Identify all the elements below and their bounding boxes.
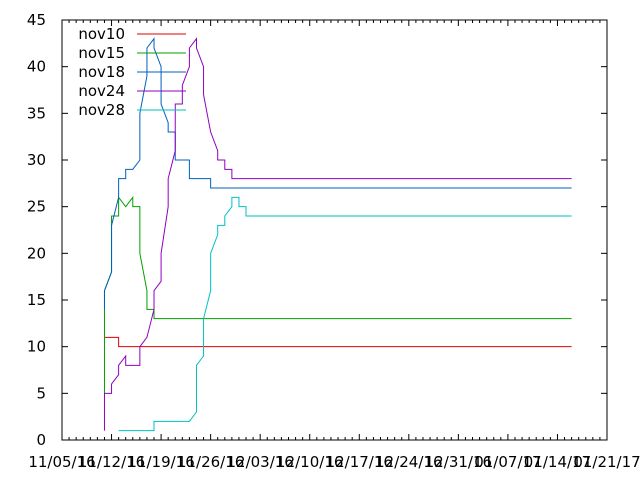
series-line-nov18: [103, 37, 572, 310]
y-tick-label: 15: [27, 291, 46, 309]
x-tick-label: 11/12/16: [78, 453, 145, 471]
x-tick-label: 01/21/17: [573, 453, 640, 471]
y-tick-label: 25: [27, 198, 46, 216]
plot-area: [61, 19, 608, 441]
x-tick-label: 12/24/16: [375, 453, 442, 471]
series-line-nov10: [104, 336, 572, 348]
y-tick-label: 40: [27, 58, 46, 76]
x-axis: 11/05/1611/12/1611/19/1611/26/1612/03/16…: [28, 20, 640, 471]
y-tick-label: 10: [27, 338, 46, 356]
series-line-nov15: [103, 195, 572, 394]
y-tick-label: 5: [36, 384, 46, 402]
series-line-nov24: [103, 37, 572, 431]
y-tick-label: 45: [27, 11, 46, 29]
x-tick-label: 01/07/17: [474, 453, 541, 471]
y-tick-label: 35: [27, 104, 46, 122]
legend-label-nov28: nov28: [78, 101, 125, 119]
y-tick-label: 0: [36, 431, 46, 449]
x-tick-label: 12/31/16: [425, 453, 492, 471]
x-tick-label: 12/17/16: [326, 453, 393, 471]
y-tick-label: 30: [27, 151, 46, 169]
x-tick-label: 11/05/16: [28, 453, 95, 471]
legend-label-nov18: nov18: [78, 63, 125, 81]
legend-label-nov15: nov15: [78, 44, 125, 62]
y-tick-label: 20: [27, 244, 46, 262]
x-tick-label: 12/03/16: [226, 453, 293, 471]
x-tick-label: 01/14/17: [524, 453, 591, 471]
x-tick-label: 11/26/16: [177, 453, 244, 471]
series-lines: [103, 37, 572, 432]
series-line-nov28: [118, 196, 572, 432]
legend-label-nov10: nov10: [78, 25, 125, 43]
x-tick-label: 12/10/16: [276, 453, 343, 471]
x-tick-label: 11/19/16: [127, 453, 194, 471]
legend-label-nov24: nov24: [78, 82, 125, 100]
plot-border: [61, 19, 608, 441]
y-axis: 0 5 10 15 20 25 30 35 40 45: [27, 11, 607, 449]
